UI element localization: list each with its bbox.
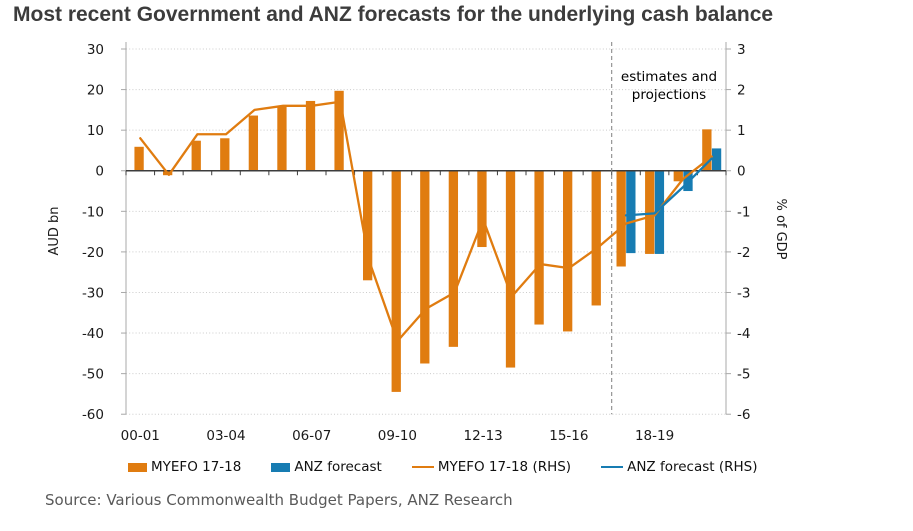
legend-item-anz-forecast-rhs: ANZ forecast (RHS) (601, 459, 757, 475)
annotation-line-2: projections (632, 87, 706, 103)
bar-02-03 (191, 140, 201, 171)
right-axis-tick-label: 1 (737, 123, 746, 139)
bar-18-19 (645, 170, 655, 254)
right-axis-tick-label: -4 (737, 326, 750, 342)
left-axis-tick-label: -30 (82, 285, 104, 301)
axis-tick-labels: 30 320 210 10 0-10 -1-20 -2-30 -3-40 -4-50 -5-60-… (82, 42, 751, 423)
bar-07-08 (334, 90, 344, 171)
left-axis-tick-label: -50 (82, 367, 104, 383)
x-axis-label: 09-10 (378, 428, 417, 444)
line-anz-forecast-rhs (624, 157, 713, 217)
left-axis-tick-label: 30 (87, 42, 104, 58)
right-axis-tick-label: -5 (737, 367, 750, 383)
estimates-projections-annotation: estimates and projections (621, 69, 717, 103)
x-axis-label: 00-01 (121, 428, 160, 444)
legend-label: ANZ forecast (294, 459, 382, 475)
legend-item-anz-forecast: ANZ forecast (271, 459, 382, 475)
left-axis-tick-label: -60 (82, 407, 104, 423)
x-axis-label: 12-13 (464, 428, 503, 444)
bar-08-09 (363, 170, 373, 281)
bar-18-19 (654, 170, 665, 254)
bar-14-15 (534, 170, 544, 325)
right-axis-tick-label: -6 (737, 407, 750, 423)
right-axis-tick-label: 3 (737, 42, 746, 58)
source-note: Source: Various Commonwealth Budget Pape… (45, 491, 513, 509)
left-axis-tick-label: -20 (82, 245, 104, 261)
bar-19-20 (673, 170, 683, 182)
bar-20-21 (702, 129, 712, 171)
legend-bar-swatch (128, 462, 147, 472)
left-axis-tick-label: 0 (95, 164, 104, 180)
bars-myefo (134, 90, 712, 392)
x-axis-ticks (125, 170, 727, 176)
legend-line-swatch (411, 465, 434, 469)
right-axis-tick-label: 2 (737, 83, 746, 99)
left-axis-tick-label: 20 (87, 83, 104, 99)
left-axis-tick-label: -10 (82, 204, 104, 220)
legend-bar-swatch (271, 462, 291, 472)
bar-20-21 (711, 148, 722, 171)
chart-title: Most recent Government and ANZ forecasts… (13, 3, 774, 26)
bar-09-10 (391, 170, 401, 392)
right-axis-tick-label: -1 (737, 204, 750, 220)
legend-item-myefo-17-18-rhs: MYEFO 17-18 (RHS) (411, 459, 572, 475)
chart-legend: MYEFO 17-18 ANZ forecast MYEFO 17-18 (RHS)… (128, 459, 757, 475)
right-axis-tick-label: 0 (737, 164, 746, 180)
x-axis-labels: 00-01 03-04 06-07 09-10 12-13 15-16 18-19 (121, 428, 675, 444)
x-axis-label: 06-07 (292, 428, 331, 444)
gridlines (121, 48, 731, 415)
right-axis-tick-label: -2 (737, 245, 750, 261)
bar-11-12 (448, 170, 459, 347)
legend-line-swatch (601, 465, 624, 469)
x-axis-label: 15-16 (549, 428, 588, 444)
legend-label: MYEFO 17-18 (151, 459, 242, 475)
bar-00-01 (134, 146, 144, 171)
left-axis-title: AUD bn (47, 206, 62, 255)
bar-17-18 (626, 170, 636, 254)
cash-balance-chart: 30 320 210 10 0-10 -1-20 -2-30 -3-40 -4-50 -5-60-… (47, 42, 788, 444)
right-axis-tick-label: -3 (737, 285, 750, 301)
x-axis-label: 18-19 (635, 428, 674, 444)
right-axis-title: % of GDP (773, 198, 788, 259)
bar-12-13 (477, 170, 487, 248)
x-axis-label: 03-04 (206, 428, 245, 444)
bar-06-07 (305, 100, 316, 171)
bar-16-17 (591, 170, 601, 306)
line-myefo-rhs (139, 100, 713, 343)
bar-13-14 (505, 170, 516, 368)
bar-15-16 (563, 170, 573, 332)
bar-17-18 (616, 170, 626, 267)
bar-10-11 (420, 170, 430, 364)
left-axis-tick-label: -40 (82, 326, 104, 342)
annotation-line-1: estimates and (621, 69, 717, 85)
legend-item-myefo-17-18: MYEFO 17-18 (128, 459, 241, 475)
bar-03-04 (220, 138, 230, 171)
bar-04-05 (248, 115, 259, 171)
bar-05-06 (277, 106, 287, 171)
legend-label: MYEFO 17-18 (RHS) (437, 459, 572, 475)
legend-label: ANZ forecast (RHS) (627, 459, 758, 475)
left-axis-tick-label: 10 (87, 123, 104, 139)
